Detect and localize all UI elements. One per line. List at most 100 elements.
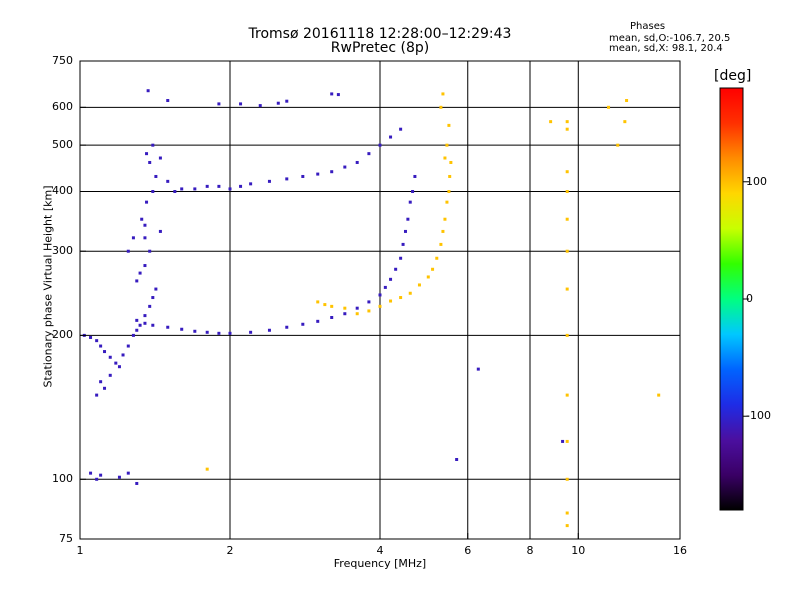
y-tick-label: 500 (52, 138, 73, 152)
y-axis-label: Stationary phase Virtual Height [km] (41, 185, 55, 388)
data-point-o (401, 242, 405, 246)
chart-title: Tromsø 20161118 12:28:00–12:29:43 (248, 26, 512, 42)
data-point-o (258, 104, 262, 108)
data-point-x (448, 174, 452, 178)
data-point-o (126, 249, 130, 253)
data-point-o (367, 300, 371, 304)
data-point-o (355, 160, 359, 164)
data-point-o (411, 189, 415, 193)
data-point-o (267, 328, 271, 332)
data-point-x (330, 304, 334, 308)
colorbar (719, 87, 744, 511)
data-point-o (143, 223, 147, 227)
chart-subtitle: RwPretec (8p) (330, 40, 430, 56)
data-point-o (330, 315, 334, 319)
data-point-o (249, 330, 253, 334)
x-tick-label: 1 (76, 544, 84, 557)
data-point-x (623, 120, 627, 124)
data-point-o (378, 293, 382, 297)
data-point-o (406, 217, 410, 221)
data-point-o (394, 267, 398, 271)
data-point-o (301, 322, 305, 326)
data-point-o (285, 99, 289, 103)
data-point-o (343, 312, 347, 316)
data-point-o (166, 325, 170, 329)
data-point-o (166, 179, 170, 183)
data-point-o (148, 304, 152, 308)
data-point-o (154, 287, 158, 291)
x-tick-label: 8 (526, 544, 534, 557)
data-point-x (565, 127, 569, 131)
data-point-o (180, 187, 184, 191)
data-point-x (565, 333, 569, 337)
data-point-o (158, 229, 162, 233)
data-point-o (228, 331, 232, 335)
x-tick-label: 4 (376, 544, 384, 557)
data-point-x (205, 467, 209, 471)
data-point-o (131, 333, 135, 337)
data-point-o (389, 277, 393, 281)
data-point-o (285, 177, 289, 181)
data-point-x (657, 393, 661, 397)
data-point-o (276, 101, 280, 105)
data-point-o (143, 236, 147, 240)
data-point-o (154, 174, 158, 178)
data-point-x (449, 160, 453, 164)
data-point-o (108, 373, 112, 377)
data-point-o (217, 102, 221, 106)
data-point-o (126, 471, 130, 475)
data-point-o (217, 184, 221, 188)
plot-grid (80, 61, 680, 539)
data-point-o (148, 160, 152, 164)
data-point-o (108, 355, 112, 359)
data-point-o (476, 367, 480, 371)
data-point-o (135, 279, 139, 283)
data-point-o (140, 217, 144, 221)
data-point-o (166, 99, 170, 103)
data-point-o (205, 330, 209, 334)
data-point-o (455, 457, 459, 461)
data-point-o (316, 319, 320, 323)
axis-ticks (79, 60, 681, 540)
data-points (82, 89, 661, 528)
data-point-o (343, 165, 347, 169)
data-point-x (435, 256, 439, 260)
colorbar-ticks (743, 181, 749, 417)
data-point-x (447, 189, 451, 193)
data-point-x (565, 120, 569, 124)
data-point-o (413, 174, 417, 178)
phases-x-mode: mean, sd,X: 98.1, 20.4 (609, 43, 723, 54)
data-point-o (135, 328, 139, 332)
data-point-x (565, 439, 569, 443)
data-point-o (99, 380, 103, 384)
data-point-o (99, 473, 103, 477)
data-point-o (89, 335, 93, 339)
data-point-x (607, 105, 611, 109)
data-point-o (239, 184, 243, 188)
data-point-x (445, 143, 449, 147)
data-point-x (408, 291, 412, 295)
y-tick-label: 600 (52, 100, 73, 114)
y-tick-label: 400 (52, 184, 73, 198)
data-point-x (443, 156, 447, 160)
data-point-o (146, 89, 150, 93)
data-point-x (343, 306, 347, 310)
data-point-o (378, 143, 382, 147)
data-point-o (330, 170, 334, 174)
data-point-x (565, 170, 569, 174)
data-point-o (135, 481, 139, 485)
data-point-x (549, 120, 553, 124)
data-point-x (565, 287, 569, 291)
data-point-o (193, 187, 197, 191)
data-point-o (403, 229, 407, 233)
data-point-o (193, 329, 197, 333)
data-point-o (228, 187, 232, 191)
y-tick-label: 100 (52, 472, 73, 486)
data-point-o (249, 182, 253, 186)
data-point-x (565, 189, 569, 193)
data-point-o (408, 200, 412, 204)
data-point-o (89, 471, 93, 475)
data-point-x (445, 200, 449, 204)
data-point-x (355, 312, 359, 316)
data-point-o (103, 350, 107, 354)
